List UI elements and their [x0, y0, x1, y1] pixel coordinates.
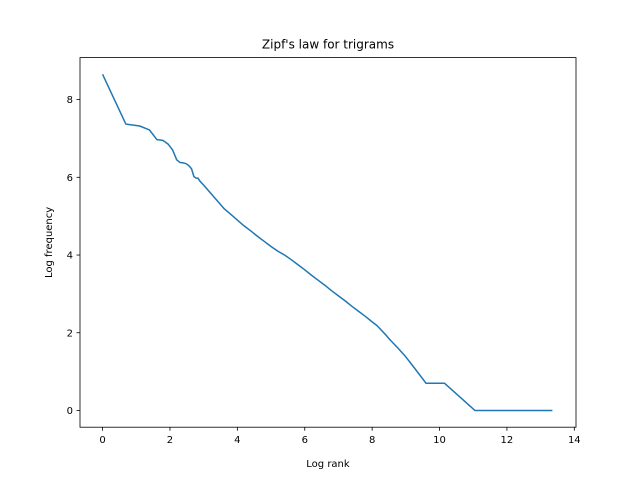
- plot-area: [101, 73, 553, 412]
- x-tick-label: 2: [167, 435, 173, 446]
- x-tick-label: 10: [433, 435, 446, 446]
- y-tick-label: 2: [67, 328, 73, 339]
- series-line-0: [101, 73, 553, 412]
- x-tick-label: 0: [99, 435, 105, 446]
- x-axis-label: Log rank: [306, 459, 350, 470]
- axes-frame: [79, 57, 577, 428]
- x-axis-ticks: 0 2 4 6 8 10 12 14: [99, 427, 581, 446]
- x-tick-label: 14: [568, 435, 581, 446]
- y-tick-label: 6: [67, 173, 73, 184]
- y-axis-label: Log frequency: [44, 207, 55, 278]
- y-axis-ticks: 0 2 4 6 8: [67, 95, 80, 417]
- y-tick-label: 0: [67, 406, 73, 417]
- x-tick-label: 8: [369, 435, 375, 446]
- x-tick-label: 12: [501, 435, 514, 446]
- x-tick-label: 6: [302, 435, 308, 446]
- y-tick-label: 8: [67, 95, 73, 106]
- y-tick-label: 4: [67, 251, 73, 262]
- chart-title: Zipf's law for trigrams: [262, 38, 394, 52]
- x-tick-label: 4: [234, 435, 240, 446]
